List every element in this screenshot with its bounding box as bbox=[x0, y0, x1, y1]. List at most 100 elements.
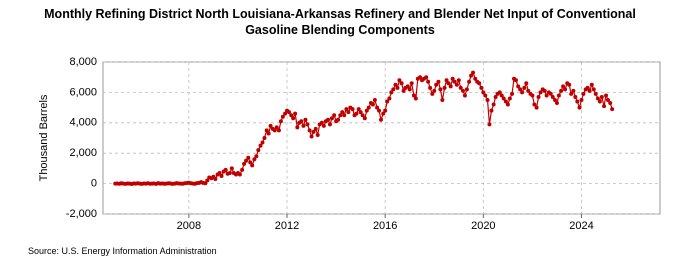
data-point bbox=[407, 87, 412, 92]
data-point bbox=[370, 102, 375, 107]
data-point bbox=[510, 91, 515, 96]
data-point bbox=[246, 155, 251, 160]
data-point bbox=[587, 88, 592, 93]
data-point bbox=[501, 96, 506, 101]
data-point bbox=[280, 114, 285, 119]
data-point bbox=[585, 85, 590, 90]
data-point bbox=[291, 116, 296, 121]
data-point bbox=[248, 160, 253, 165]
data-point bbox=[262, 136, 267, 140]
data-point bbox=[332, 113, 337, 118]
data-point bbox=[377, 108, 382, 113]
data-point bbox=[462, 93, 467, 98]
data-point bbox=[436, 79, 441, 84]
data-point bbox=[418, 75, 423, 80]
data-point bbox=[469, 73, 474, 78]
data-point bbox=[483, 93, 488, 98]
data-point bbox=[309, 134, 314, 139]
data-point bbox=[244, 158, 249, 163]
data-point bbox=[448, 84, 453, 89]
data-point bbox=[329, 116, 334, 121]
data-point bbox=[458, 85, 463, 90]
data-point bbox=[356, 107, 361, 112]
data-point bbox=[530, 93, 535, 98]
data-point bbox=[489, 108, 494, 113]
data-point bbox=[505, 102, 510, 107]
data-point bbox=[460, 88, 465, 93]
data-point bbox=[522, 85, 527, 90]
data-point bbox=[589, 82, 594, 87]
data-point bbox=[338, 113, 343, 118]
data-point bbox=[542, 88, 547, 93]
data-point bbox=[311, 129, 316, 134]
data-point bbox=[401, 88, 406, 93]
data-point bbox=[532, 102, 537, 107]
data-point bbox=[499, 93, 504, 98]
data-point bbox=[346, 110, 351, 115]
data-point bbox=[319, 120, 324, 125]
data-point bbox=[424, 75, 429, 80]
data-point bbox=[360, 113, 365, 118]
data-point bbox=[526, 88, 531, 93]
data-point bbox=[559, 88, 564, 93]
data-point bbox=[321, 123, 326, 128]
data-point bbox=[254, 154, 259, 159]
data-point bbox=[303, 117, 308, 122]
data-point bbox=[372, 98, 377, 102]
data-point bbox=[563, 87, 568, 92]
data-point bbox=[479, 85, 484, 90]
data-point bbox=[577, 105, 582, 110]
data-point bbox=[286, 110, 291, 115]
data-point bbox=[493, 94, 498, 99]
data-point bbox=[256, 148, 261, 153]
data-point bbox=[442, 85, 447, 90]
data-point bbox=[534, 105, 539, 110]
data-point bbox=[610, 107, 615, 112]
plot-area bbox=[102, 61, 661, 215]
data-point bbox=[536, 94, 541, 99]
data-point bbox=[471, 70, 476, 75]
data-point bbox=[491, 102, 496, 107]
data-point bbox=[217, 170, 222, 175]
data-point bbox=[538, 90, 543, 95]
data-point bbox=[571, 88, 576, 93]
data-point bbox=[430, 91, 435, 96]
x-tick-label: 2012 bbox=[275, 220, 299, 232]
data-point bbox=[432, 88, 437, 93]
data-point bbox=[434, 82, 439, 87]
data-point bbox=[477, 81, 482, 86]
data-point bbox=[395, 85, 400, 90]
data-point bbox=[278, 119, 283, 124]
data-point bbox=[405, 84, 410, 89]
data-point bbox=[375, 105, 380, 110]
data-point bbox=[428, 85, 433, 90]
data-point bbox=[556, 93, 561, 98]
data-point bbox=[456, 78, 461, 83]
data-point bbox=[387, 96, 392, 101]
data-point bbox=[438, 87, 443, 92]
data-point bbox=[413, 96, 418, 101]
data-point bbox=[364, 108, 369, 113]
x-tick-label: 2016 bbox=[373, 220, 397, 232]
data-point bbox=[299, 119, 304, 124]
y-tick-label: 2,000 bbox=[69, 147, 97, 159]
data-point bbox=[283, 111, 288, 116]
data-point bbox=[518, 87, 523, 92]
data-point bbox=[354, 111, 359, 116]
data-point bbox=[595, 96, 600, 101]
y-tick-label: 4,000 bbox=[69, 117, 97, 129]
data-point bbox=[205, 178, 210, 183]
data-point bbox=[362, 116, 367, 121]
data-point bbox=[608, 101, 613, 106]
data-point bbox=[381, 111, 386, 116]
data-point bbox=[450, 76, 455, 81]
data-point bbox=[409, 81, 414, 86]
data-point bbox=[393, 82, 398, 87]
data-point bbox=[599, 94, 604, 99]
data-point bbox=[444, 78, 449, 83]
data-point bbox=[289, 113, 294, 118]
data-point bbox=[229, 166, 234, 171]
data-point bbox=[581, 91, 586, 96]
y-tick-label: -2,000 bbox=[66, 208, 97, 220]
data-point bbox=[358, 110, 363, 115]
